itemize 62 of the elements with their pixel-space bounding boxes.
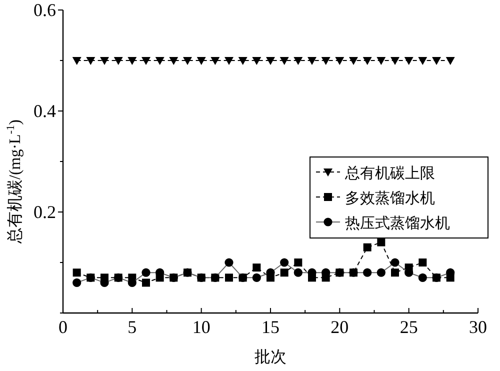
point (72, 268, 81, 277)
x-tick-label: 15 (262, 317, 280, 337)
point (114, 57, 123, 65)
y-tick-label: 0.6 (34, 0, 56, 20)
point (308, 57, 316, 65)
point (225, 274, 233, 282)
point (155, 57, 164, 65)
point (280, 258, 289, 267)
point (72, 57, 82, 65)
y-tick-label: 0.4 (34, 101, 56, 121)
y-tick-label: 0.2 (34, 202, 56, 222)
point (418, 258, 427, 266)
x-tick-label: 5 (128, 317, 137, 337)
point (100, 57, 109, 65)
x-tick-label: 10 (192, 317, 210, 337)
point (363, 268, 372, 277)
point (363, 243, 372, 252)
x-tick-label: 30 (469, 317, 487, 337)
legend-label: 热压式蒸馏水机 (345, 215, 450, 232)
point (376, 268, 386, 277)
point (377, 238, 386, 246)
x-tick-label: 20 (330, 317, 349, 337)
point (266, 57, 275, 65)
point (224, 57, 234, 65)
point (224, 258, 234, 267)
point (390, 258, 400, 267)
point (432, 57, 441, 65)
point (418, 57, 428, 65)
point (349, 57, 358, 65)
point (390, 57, 400, 65)
point (142, 278, 150, 287)
point (280, 268, 288, 277)
point (418, 273, 427, 282)
point (404, 57, 414, 65)
point (321, 57, 330, 65)
x-tick-label: 0 (58, 317, 68, 337)
point (128, 57, 137, 65)
point (252, 57, 262, 65)
point (294, 268, 302, 277)
point (183, 57, 192, 65)
point (86, 57, 96, 65)
point (376, 57, 386, 65)
point (294, 258, 302, 266)
point (252, 264, 261, 272)
legend-label: 总有机碳上限 (344, 165, 435, 182)
point (196, 57, 206, 65)
x-tick-label: 25 (400, 317, 418, 337)
point (362, 57, 372, 65)
point (391, 268, 399, 277)
point (280, 57, 289, 65)
x-axis-title: 批次 (254, 349, 286, 366)
point (238, 57, 248, 65)
point (210, 57, 220, 65)
legend-label: 多效蒸馏水机 (345, 190, 435, 207)
point (72, 278, 82, 287)
point (294, 57, 303, 65)
point (169, 57, 178, 65)
point (446, 57, 455, 65)
point (142, 57, 150, 65)
point (252, 273, 261, 282)
point (142, 268, 150, 277)
point (335, 57, 344, 65)
